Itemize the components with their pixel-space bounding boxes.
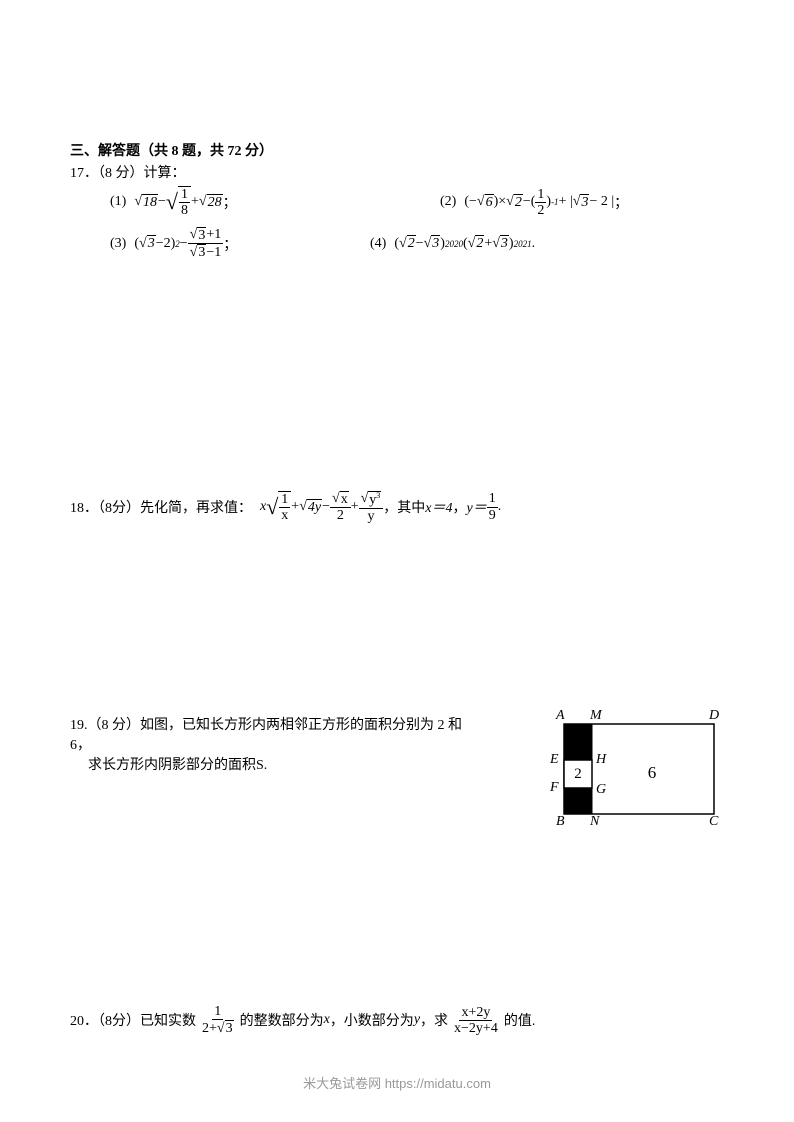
- q20-frac1: 1 2+√3: [200, 1004, 236, 1037]
- lbl-G: G: [596, 782, 606, 798]
- lbl-E: E: [550, 752, 559, 768]
- q19-line2: 求长方形内阴影部分的面积S.: [88, 754, 470, 774]
- q19-svg: 2 6: [554, 714, 724, 834]
- footer-text: 米大兔试卷网 https://midatu.com: [0, 1073, 794, 1092]
- q18-sep: ，: [453, 497, 467, 517]
- q17-4-expr: (√2 − √3)2020 (√2 + √3)2021: [394, 235, 531, 252]
- q17: 17．（8 分）计算： (1) √18 − √18 + √28 ； (2) (−…: [70, 162, 724, 261]
- q17-2-expr: (−√6)× √2 −(12)-1 + | √3 − 2 |: [464, 187, 614, 219]
- q17-3-num: (3): [110, 236, 126, 252]
- q18-mid: ，其中: [383, 497, 425, 517]
- lbl-F: F: [550, 780, 559, 796]
- q17-3-expr: (√3 − 2)2 − √3+1√3−1: [134, 227, 223, 261]
- q19-diagram: 2 6 A M D E H F G B N C: [554, 714, 724, 834]
- q20-a: 20．（8分）已知实数: [70, 1010, 196, 1030]
- q20-mid: 的整数部分为: [240, 1010, 324, 1030]
- q17-row2: (3) (√3 − 2)2 − √3+1√3−1 ； (4) (√2 − √3)…: [110, 227, 724, 261]
- q17-1-num: (1): [110, 194, 126, 210]
- q17-row1: (1) √18 − √18 + √28 ； (2) (−√6)× √2 −(12…: [110, 186, 724, 219]
- q18-header: 18．（8分）先化简，再求值：: [70, 497, 252, 517]
- q19-big-val: 6: [648, 763, 657, 782]
- lbl-M: M: [590, 708, 602, 724]
- lbl-C: C: [709, 814, 718, 830]
- q19: 19.（8 分）如图，已知长方形内两相邻正方形的面积分别为 2 和 6， 求长方…: [70, 714, 724, 834]
- q17-3-end: ；: [223, 234, 237, 254]
- q17-2-num: (2): [440, 194, 456, 210]
- q20-end: 的值.: [504, 1010, 536, 1030]
- q18-yval: y＝19: [467, 491, 498, 523]
- q17-header: 17．（8 分）计算：: [70, 162, 724, 182]
- section-title: 三、解答题（共 8 题，共 72 分）: [70, 140, 724, 160]
- q18-end: .: [498, 499, 502, 515]
- q17-4-num: (4): [370, 236, 386, 252]
- q18: 18．（8分）先化简，再求值： x√1x + √4y − √x2 + √y3y …: [70, 491, 724, 524]
- q19-line1: 19.（8 分）如图，已知长方形内两相邻正方形的面积分别为 2 和 6，: [70, 714, 470, 754]
- q20-frac2: x+2y x−2y+4: [452, 1005, 500, 1037]
- q18-xval: x＝4: [425, 497, 452, 517]
- q20-mid3: ，求: [420, 1010, 448, 1030]
- q17-1-end: ；: [223, 192, 237, 212]
- lbl-D: D: [709, 708, 719, 724]
- lbl-N: N: [590, 814, 599, 830]
- q18-expr: x√1x + √4y − √x2 + √y3y: [260, 491, 383, 524]
- q19-small-val: 2: [574, 766, 582, 782]
- q20-mid2: ，小数部分为: [330, 1010, 414, 1030]
- q17-4-end: .: [532, 236, 536, 252]
- q17-1-expr: √18 − √18 + √28: [134, 186, 222, 219]
- q20: 20．（8分）已知实数 1 2+√3 的整数部分为 x ，小数部分为 y ，求 …: [70, 1004, 724, 1037]
- lbl-B: B: [556, 814, 565, 830]
- lbl-H: H: [596, 752, 606, 768]
- q17-2-end: ；: [614, 192, 628, 212]
- lbl-A: A: [556, 708, 565, 724]
